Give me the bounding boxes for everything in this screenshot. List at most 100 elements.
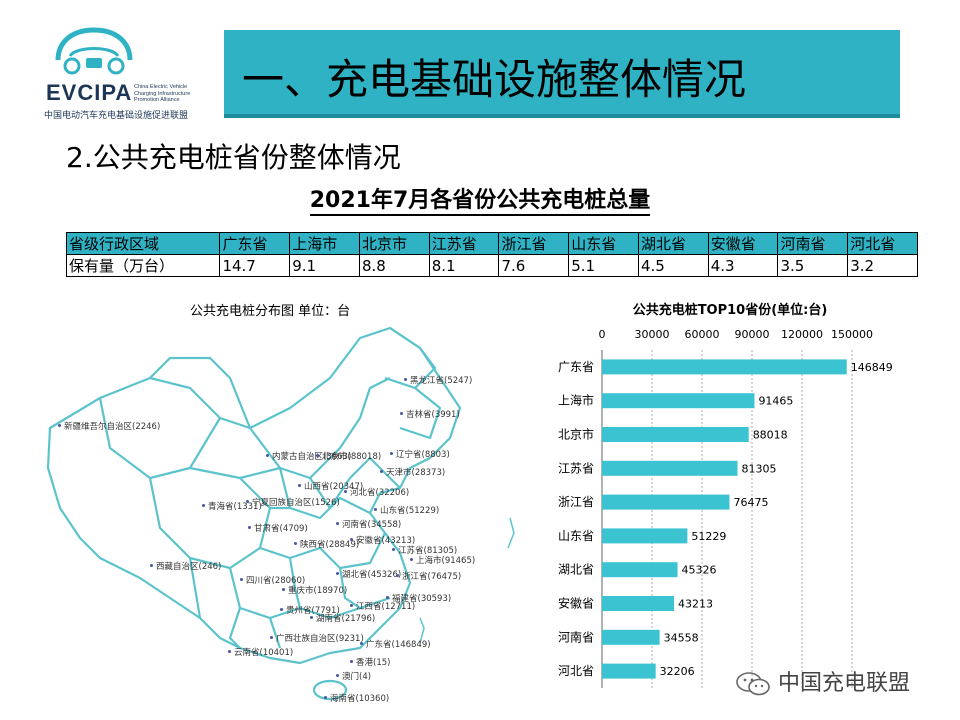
map-label-beijing: 北京市(88018) bbox=[322, 452, 382, 462]
map-dot-shandong bbox=[374, 508, 377, 511]
province-cell: 安徽省 bbox=[707, 232, 779, 255]
map-dot-guizhou bbox=[280, 608, 283, 611]
chart-ticks: 0 30000 60000 90000 120000 150000 广东省上海市北京市江苏省… bbox=[558, 328, 873, 678]
map-label-sichuan: 四川省(28060) bbox=[246, 576, 306, 586]
category-label: 江苏省 bbox=[558, 461, 594, 475]
section-banner: 一、充电基础设施整体情况 bbox=[224, 30, 900, 118]
china-map: 黑龙江省(5247) 吉林省(3991) 新疆维吾尔自治区(2246) 内蒙古自治区(… bbox=[40, 318, 530, 708]
map-label-guizhou: 贵州省(7791) bbox=[286, 606, 340, 616]
value-cell: 3.5 bbox=[777, 254, 849, 277]
map-label-shaanxi: 陕西省(28849) bbox=[300, 540, 360, 550]
map-dot-guangxi bbox=[270, 636, 273, 639]
map-dot-zhejiang bbox=[396, 574, 399, 577]
logo-english: China Electric Vehicle Charging Infrastr… bbox=[134, 84, 191, 103]
bar-value-label: 81305 bbox=[742, 462, 777, 475]
value-cell: 9.1 bbox=[289, 254, 360, 277]
category-label: 安徽省 bbox=[558, 596, 594, 611]
map-dot-henan bbox=[336, 522, 339, 525]
map-label-xianggang: 香港(15) bbox=[356, 658, 391, 668]
bar bbox=[602, 528, 688, 544]
province-cell: 山东省 bbox=[568, 232, 639, 255]
province-cell: 湖北省 bbox=[637, 232, 709, 255]
map-title: 公共充电桩分布图 单位：台 bbox=[190, 304, 351, 319]
logo-brand: EVCIPA bbox=[46, 80, 133, 105]
map-label-neimenggu: 内蒙古自治区(3663) bbox=[272, 452, 352, 462]
map-dot-yunnan bbox=[228, 650, 231, 653]
bar-value-label: 146849 bbox=[851, 361, 893, 374]
ev-car-logo-icon bbox=[55, 27, 133, 75]
map-label-zhejiang: 浙江省(76475) bbox=[402, 572, 462, 582]
province-cell: 河北省 bbox=[847, 232, 918, 255]
bar-chart-svg: 公共充电桩TOP10省份(单位:台) 0 30000 60000 90000 12000… bbox=[558, 302, 893, 688]
bar bbox=[602, 562, 678, 578]
value-row: 保有量（万台） 14.7 9.1 8.8 8.1 7.6 5.1 4.5 4.3… bbox=[65, 254, 918, 277]
map-label-henan: 河南省(34558) bbox=[342, 520, 402, 530]
category-label: 河南省 bbox=[558, 629, 594, 644]
map-label-xizang: 西藏自治区(246) bbox=[156, 562, 222, 572]
map-dot-chongqing bbox=[282, 588, 285, 591]
map-dot-hainan bbox=[324, 696, 327, 699]
bar bbox=[602, 393, 755, 409]
province-row: 省级行政区域 广东省 上海市 北京市 江苏省 浙江省 山东省 湖北省 安徽省 河… bbox=[65, 232, 918, 255]
map-dot-qinghai bbox=[202, 504, 205, 507]
bar-value-label: 88018 bbox=[753, 429, 788, 442]
bar bbox=[602, 494, 730, 510]
section-title: 一、充电基础设施整体情况 bbox=[242, 55, 747, 104]
map-label-anhui: 安徽省(43213) bbox=[356, 536, 416, 546]
bar-value-label: 45326 bbox=[682, 564, 717, 577]
bar bbox=[602, 427, 749, 442]
map-label-hainan: 海南省(10360) bbox=[330, 694, 390, 704]
map-label-jilin: 吉林省(3991) bbox=[406, 410, 460, 420]
x-tick-label: 0 bbox=[599, 328, 606, 341]
map-label-hebei: 河北省(32206) bbox=[350, 488, 410, 498]
china-map-outline bbox=[46, 326, 515, 701]
map-dot-sichuan bbox=[240, 578, 243, 581]
map-dot-guangdong bbox=[360, 642, 363, 645]
category-label: 浙江省 bbox=[558, 495, 594, 509]
map-label-jiangsu: 江苏省(81305) bbox=[398, 546, 458, 556]
map-label-guangdong: 广东省(146849) bbox=[366, 640, 431, 650]
map-dot-aomen bbox=[336, 674, 339, 677]
map-label-jiangxi: 江西省(12711) bbox=[356, 602, 416, 612]
map-label-aomen: 澳门(4) bbox=[342, 672, 372, 682]
bar bbox=[602, 629, 660, 645]
province-cell: 北京市 bbox=[358, 232, 430, 255]
map-dot-hubei bbox=[336, 572, 339, 575]
map-label-guangxi: 广西壮族自治区(9231) bbox=[276, 634, 364, 644]
map-dot-jiangsu bbox=[392, 548, 395, 551]
map-dot-xianggang bbox=[350, 660, 353, 663]
category-label: 上海市 bbox=[558, 393, 594, 408]
province-cell: 浙江省 bbox=[498, 232, 570, 255]
value-cell: 4.3 bbox=[707, 254, 779, 277]
value-cell: 8.1 bbox=[428, 254, 500, 277]
map-dot-ningxia bbox=[246, 500, 249, 503]
value-cell: 8.8 bbox=[358, 254, 430, 277]
map-label-yunnan: 云南省(10401) bbox=[234, 648, 294, 658]
map-label-ningxia: 宁夏回族自治区(1526) bbox=[252, 498, 340, 508]
map-label-shanghai: 上海市(91465) bbox=[416, 556, 476, 566]
watermark-text: 中国充电联盟 bbox=[778, 671, 911, 696]
watermark: 中国充电联盟 bbox=[735, 665, 910, 697]
x-tick-label: 150000 bbox=[831, 328, 873, 341]
category-label: 山东省 bbox=[558, 529, 594, 543]
map-dot-tianjin bbox=[380, 470, 383, 473]
map-dot-hunan bbox=[310, 616, 313, 619]
map-dot-jiangxi bbox=[350, 604, 353, 607]
map-label-shandong: 山东省(51229) bbox=[380, 506, 440, 516]
map-dot-jilin bbox=[400, 412, 403, 415]
wechat-icon bbox=[736, 672, 770, 696]
map-label-gansu: 甘肃省(4709) bbox=[254, 524, 308, 534]
map-dot-beijing bbox=[316, 454, 319, 457]
map-dot-neimenggu bbox=[266, 454, 269, 457]
bar-value-label: 76475 bbox=[733, 496, 768, 509]
chart-bars: 146849 91465 88018 81305 76475 51229 45326 4321… bbox=[602, 359, 893, 679]
bar-value-label: 91465 bbox=[758, 395, 793, 408]
table-title-text: 2021年7月各省份公共充电桩总量 bbox=[309, 188, 651, 216]
evcipa-logo: EVCIPA China Electric Vehicle Charging I… bbox=[40, 26, 210, 122]
map-label-fujian: 福建省(30593) bbox=[392, 594, 452, 604]
province-cell: 上海市 bbox=[289, 232, 360, 255]
page-subtitle: 2.公共充电桩省份整体情况 bbox=[66, 141, 401, 174]
x-tick-label: 90000 bbox=[735, 328, 770, 341]
x-tick-label: 60000 bbox=[685, 328, 720, 341]
map-dot-shaanxi bbox=[294, 542, 297, 545]
